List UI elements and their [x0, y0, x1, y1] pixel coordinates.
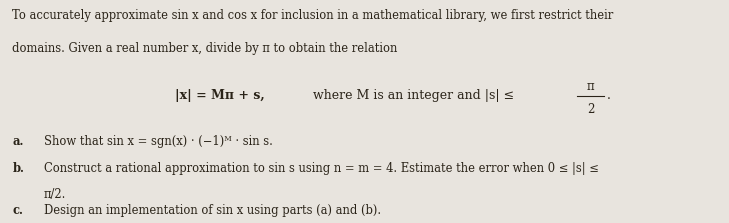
- Text: Show that sin x = sgn(x) · (−1)ᴹ · sin s.: Show that sin x = sgn(x) · (−1)ᴹ · sin s…: [44, 135, 273, 148]
- Text: .: .: [607, 89, 610, 102]
- Text: π: π: [587, 80, 594, 93]
- Point: [573, 95, 582, 97]
- Text: To accurately approximate sin x and cos x for inclusion in a mathematical librar: To accurately approximate sin x and cos …: [12, 9, 614, 22]
- Text: domains. Given a real number x, divide by π to obtain the relation: domains. Given a real number x, divide b…: [12, 42, 398, 55]
- Text: b.: b.: [12, 162, 24, 175]
- Text: c.: c.: [12, 204, 23, 217]
- Text: a.: a.: [12, 135, 24, 148]
- Text: Design an implementation of sin x using parts (a) and (b).: Design an implementation of sin x using …: [44, 204, 381, 217]
- Text: Construct a rational approximation to sin s using n = m = 4. Estimate the error : Construct a rational approximation to si…: [44, 162, 599, 175]
- Point: [599, 95, 608, 97]
- Text: where M is an integer and |s| ≤: where M is an integer and |s| ≤: [313, 89, 515, 102]
- Text: π/2.: π/2.: [44, 188, 66, 201]
- Text: |x| = Mπ + s,: |x| = Mπ + s,: [175, 89, 265, 102]
- Text: 2: 2: [587, 103, 594, 116]
